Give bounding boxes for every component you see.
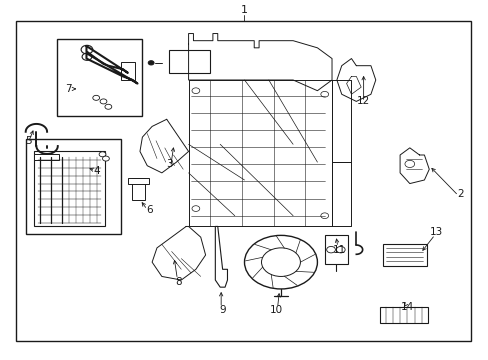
Text: 3: 3 [165, 159, 172, 169]
Circle shape [100, 99, 107, 104]
Bar [57, 39, 142, 116]
Text: 9: 9 [219, 305, 225, 315]
Text: 10: 10 [269, 305, 282, 315]
Circle shape [244, 235, 317, 289]
Bar [120, 62, 135, 80]
Text: 4: 4 [94, 166, 100, 176]
Text: 12: 12 [356, 96, 369, 107]
Circle shape [192, 88, 200, 94]
Circle shape [320, 213, 328, 219]
Text: 6: 6 [146, 205, 153, 215]
Bar [34, 154, 59, 160]
Bar [324, 235, 347, 264]
Text: 5: 5 [25, 136, 31, 146]
Circle shape [102, 156, 109, 161]
Circle shape [192, 206, 200, 211]
Text: 13: 13 [429, 227, 442, 237]
Bar [127, 178, 149, 184]
Text: 1: 1 [241, 5, 247, 15]
Circle shape [81, 45, 93, 54]
Bar [131, 178, 145, 200]
Bar [379, 307, 427, 323]
Circle shape [261, 248, 300, 276]
Circle shape [336, 247, 345, 253]
Text: 2: 2 [457, 189, 463, 199]
Bar [382, 244, 426, 266]
Circle shape [404, 160, 414, 167]
Circle shape [105, 104, 112, 109]
Text: 8: 8 [175, 277, 182, 287]
Circle shape [326, 247, 335, 253]
Bar [16, 21, 469, 341]
Circle shape [82, 53, 92, 60]
Bar [26, 139, 120, 234]
Circle shape [93, 95, 100, 100]
Text: 14: 14 [400, 302, 413, 312]
Bar [169, 50, 210, 73]
Circle shape [99, 152, 106, 157]
Circle shape [148, 61, 154, 65]
Circle shape [320, 91, 328, 97]
Text: 11: 11 [332, 245, 345, 255]
Text: 7: 7 [64, 84, 71, 94]
Bar [34, 152, 105, 226]
